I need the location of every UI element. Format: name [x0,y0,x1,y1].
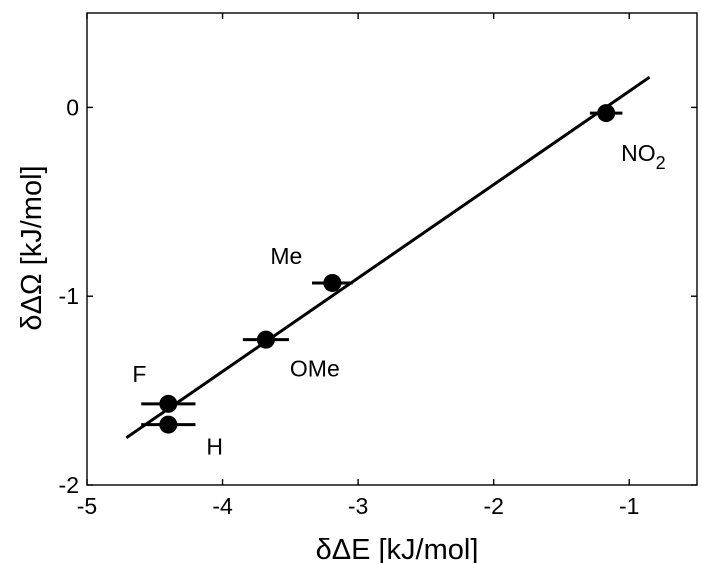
x-tick-label: -5 [77,493,97,519]
x-tick-label: -1 [619,493,639,519]
y-tick-label: -1 [59,283,79,309]
plot-area-border [86,12,698,486]
fit-line-layer [125,75,651,440]
data-point-label-text: OMe [290,356,340,382]
y-tick-label: 0 [66,94,79,120]
data-point-marker [159,415,178,434]
data-point-label-subscript: 2 [656,153,666,173]
data-point-label: NO2 [621,140,666,173]
y-tick-label: -2 [59,472,79,498]
data-points-layer: NO2 Me OMe F H [132,104,666,460]
data-point-label-text: F [132,361,146,387]
data-point-label: OMe [290,356,340,382]
data-point-group: H [141,415,223,460]
data-point-label-text: Me [270,243,302,269]
data-point-marker [597,104,616,123]
x-tick-label: -4 [212,493,233,519]
x-axis-label: δΔE [kJ/mol] [316,534,479,563]
data-point-group: Me [270,243,353,292]
data-point-marker [323,273,342,292]
data-point-marker [159,394,178,413]
data-point-label: F [132,361,146,387]
x-tick-label: -3 [348,493,368,519]
data-point-marker [256,330,275,349]
plot-frame [86,12,698,486]
data-point-group: OMe [242,330,340,382]
data-point-label-text: H [206,434,223,460]
data-point-label: H [206,434,223,460]
fit-line [125,75,651,440]
y-axis-label: δΔΩ [kJ/mol] [16,165,48,330]
data-point-label-text: NO [621,140,656,166]
x-tick-label: -2 [483,493,503,519]
x-axis-ticks: -5 -4 -3 -2 -1 [77,13,639,519]
data-point-label: Me [270,243,302,269]
data-point-group: NO2 [589,104,666,173]
data-point-group: F [132,361,196,413]
y-axis-ticks: -2 -1 0 [59,94,697,498]
